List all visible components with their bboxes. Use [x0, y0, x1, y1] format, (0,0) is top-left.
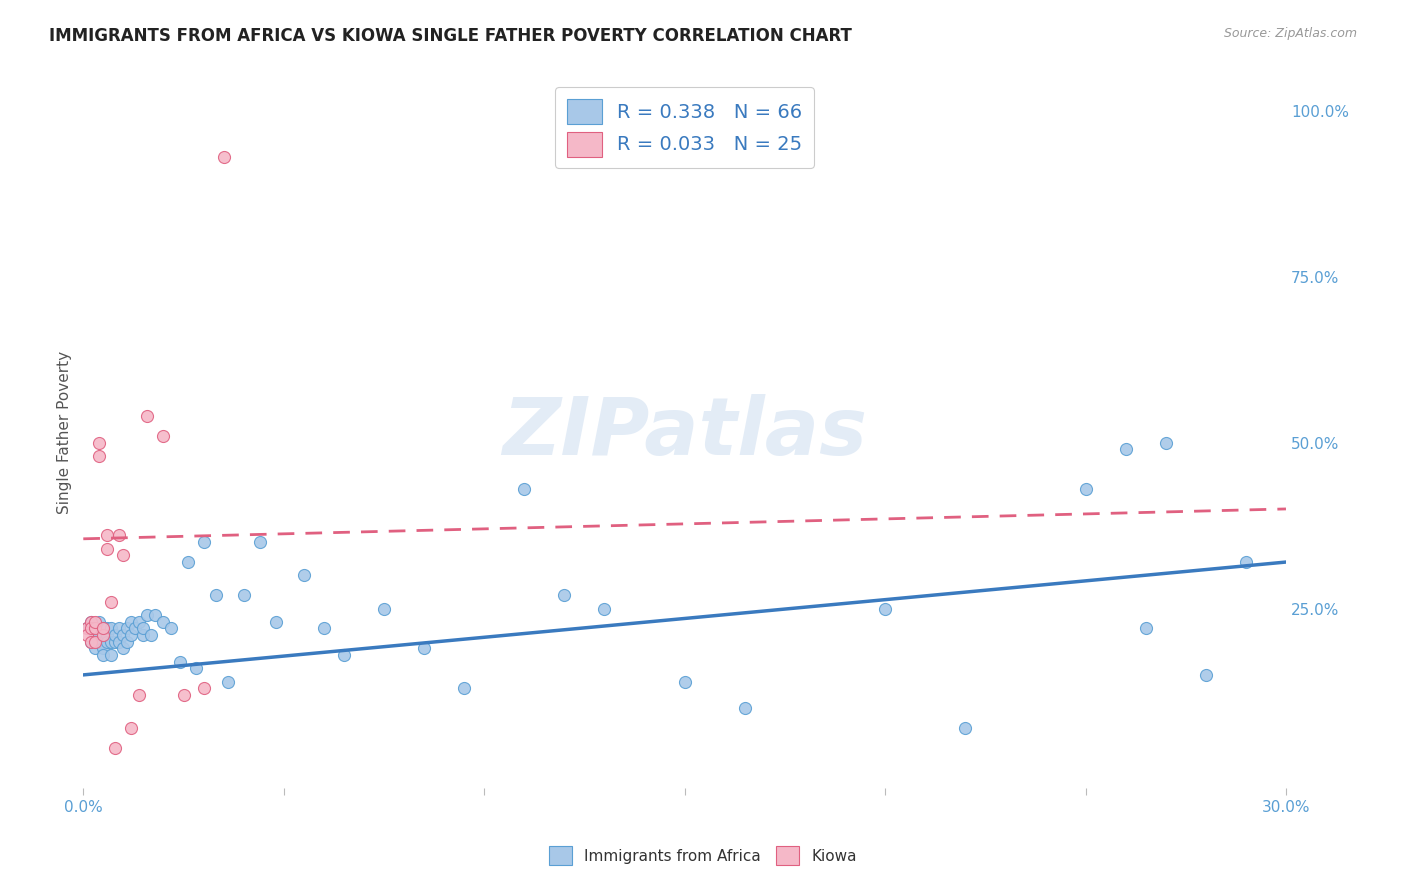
- Point: [100, 648, 122, 662]
- Point: [84, 622, 107, 636]
- Point: [593, 601, 616, 615]
- Point: [333, 648, 356, 662]
- Point: [217, 674, 239, 689]
- Point: [76, 622, 98, 636]
- Point: [104, 628, 127, 642]
- Legend: Immigrants from Africa, Kiowa: Immigrants from Africa, Kiowa: [543, 840, 863, 871]
- Text: Source: ZipAtlas.com: Source: ZipAtlas.com: [1223, 27, 1357, 40]
- Point: [96, 541, 118, 556]
- Point: [553, 588, 575, 602]
- Point: [91, 648, 114, 662]
- Y-axis label: Single Father Poverty: Single Father Poverty: [58, 351, 72, 514]
- Point: [108, 622, 131, 636]
- Point: [80, 615, 103, 629]
- Point: [1154, 435, 1177, 450]
- Point: [264, 615, 287, 629]
- Point: [89, 615, 111, 629]
- Point: [145, 608, 167, 623]
- Point: [734, 701, 756, 715]
- Point: [100, 622, 122, 636]
- Point: [80, 622, 103, 636]
- Point: [249, 535, 271, 549]
- Point: [91, 641, 114, 656]
- Point: [124, 622, 146, 636]
- Point: [1074, 482, 1097, 496]
- Point: [1115, 442, 1137, 457]
- Point: [84, 628, 107, 642]
- Point: [373, 601, 395, 615]
- Point: [96, 528, 118, 542]
- Point: [96, 634, 118, 648]
- Point: [117, 622, 139, 636]
- Text: IMMIGRANTS FROM AFRICA VS KIOWA SINGLE FATHER POVERTY CORRELATION CHART: IMMIGRANTS FROM AFRICA VS KIOWA SINGLE F…: [49, 27, 852, 45]
- Point: [212, 150, 235, 164]
- Point: [120, 615, 142, 629]
- Point: [108, 634, 131, 648]
- Point: [84, 634, 107, 648]
- Point: [84, 615, 107, 629]
- Point: [76, 628, 98, 642]
- Point: [1234, 555, 1257, 569]
- Point: [89, 634, 111, 648]
- Point: [89, 435, 111, 450]
- Legend: R = 0.338   N = 66, R = 0.033   N = 25: R = 0.338 N = 66, R = 0.033 N = 25: [555, 87, 814, 169]
- Point: [120, 628, 142, 642]
- Point: [104, 634, 127, 648]
- Point: [169, 655, 191, 669]
- Point: [136, 608, 159, 623]
- Point: [132, 628, 155, 642]
- Point: [141, 628, 163, 642]
- Point: [184, 661, 207, 675]
- Point: [89, 628, 111, 642]
- Point: [80, 634, 103, 648]
- Point: [1135, 622, 1157, 636]
- Point: [91, 634, 114, 648]
- Point: [104, 740, 127, 755]
- Point: [80, 615, 103, 629]
- Point: [204, 588, 226, 602]
- Point: [91, 622, 114, 636]
- Point: [112, 549, 135, 563]
- Point: [173, 688, 195, 702]
- Point: [100, 595, 122, 609]
- Point: [673, 674, 696, 689]
- Point: [193, 535, 215, 549]
- Point: [136, 409, 159, 423]
- Point: [232, 588, 254, 602]
- Point: [292, 568, 315, 582]
- Point: [96, 622, 118, 636]
- Point: [112, 628, 135, 642]
- Point: [96, 628, 118, 642]
- Point: [80, 634, 103, 648]
- Point: [84, 641, 107, 656]
- Point: [513, 482, 536, 496]
- Point: [1195, 668, 1218, 682]
- Point: [100, 634, 122, 648]
- Point: [128, 688, 150, 702]
- Point: [873, 601, 896, 615]
- Point: [117, 634, 139, 648]
- Point: [76, 622, 98, 636]
- Point: [453, 681, 475, 695]
- Point: [312, 622, 335, 636]
- Point: [84, 622, 107, 636]
- Point: [152, 429, 174, 443]
- Point: [112, 641, 135, 656]
- Point: [91, 622, 114, 636]
- Point: [128, 615, 150, 629]
- Point: [193, 681, 215, 695]
- Point: [120, 721, 142, 735]
- Point: [108, 528, 131, 542]
- Point: [413, 641, 436, 656]
- Point: [91, 628, 114, 642]
- Point: [132, 622, 155, 636]
- Point: [955, 721, 977, 735]
- Text: ZIPatlas: ZIPatlas: [502, 393, 868, 472]
- Point: [176, 555, 198, 569]
- Point: [152, 615, 174, 629]
- Point: [160, 622, 183, 636]
- Point: [89, 449, 111, 463]
